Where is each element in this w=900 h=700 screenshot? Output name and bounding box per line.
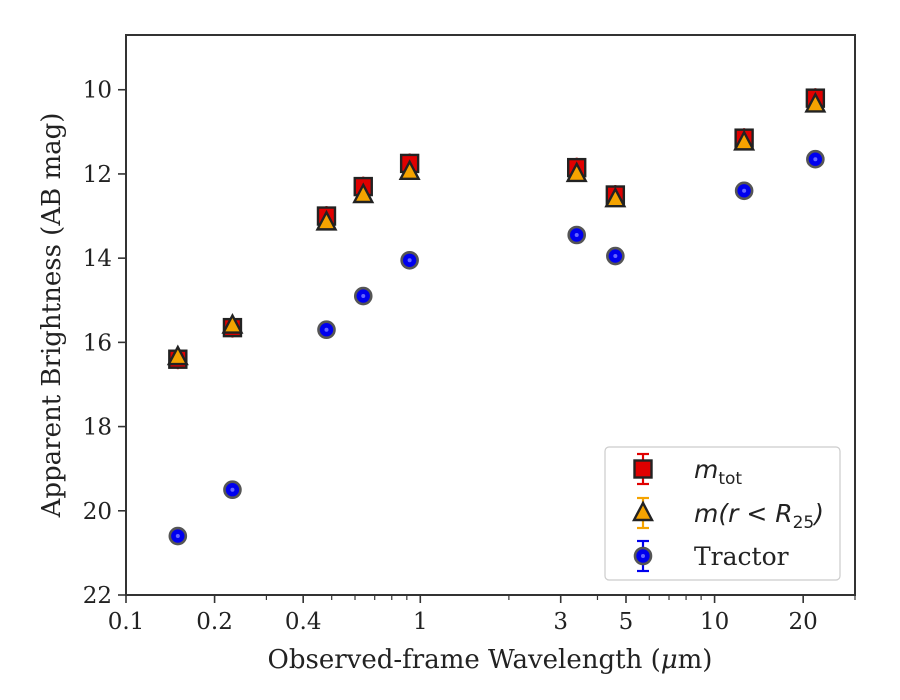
tractor-point (223, 480, 242, 500)
y-tick-label: 18 (83, 415, 112, 441)
m_r25-point (352, 182, 375, 204)
x-axis: 0.1 0.2 0.4 1 3 5 10 20 (108, 595, 856, 635)
y-axis-title: Apparent Brightness (AB mag) (37, 113, 67, 519)
tractor-point (353, 286, 373, 306)
m_r25-point (221, 312, 244, 334)
m_r25-point (398, 159, 421, 181)
x-axis-title: Observed-frame Wavelength (μm) (268, 645, 713, 675)
y-tick-label: 22 (83, 583, 112, 609)
m_r25-legend-marker (632, 500, 654, 522)
tractor-legend-marker (633, 546, 653, 566)
plot-frame (125, 34, 856, 596)
m_r25-point (166, 344, 189, 366)
x-axis-title-main: Observed-frame Wavelength ( (268, 645, 661, 675)
m_r25-point (565, 161, 588, 183)
y-tick-label: 10 (83, 78, 112, 104)
x-tick-label: 10 (700, 609, 729, 635)
y-tick-label: 16 (83, 330, 112, 356)
x-tick-label: 0.1 (108, 609, 145, 635)
tractor-point (606, 246, 625, 266)
y-axis: 10 12 14 16 18 20 22 (83, 78, 126, 609)
tractor-point (567, 225, 587, 245)
x-tick-label: 1 (413, 609, 428, 635)
legend-label: m(r < R25) (694, 499, 824, 533)
x-tick-label: 5 (619, 609, 634, 635)
tractor-point (806, 149, 825, 169)
legend-entry-tractor: Tractor (633, 539, 789, 573)
x-tick-label: 0.2 (196, 609, 233, 635)
legend-entry-m_r25: m(r < R25) (632, 496, 824, 533)
m_r25-point (604, 186, 627, 208)
x-tick-label: 0.4 (285, 609, 322, 635)
x-tick-label: 3 (553, 609, 568, 635)
legend-label: mtot (694, 455, 742, 489)
tractor-point (400, 250, 419, 270)
legend: mtot m(r < R25) Tractor (604, 446, 841, 581)
tractor-point (168, 526, 188, 546)
m_r25-point (733, 129, 756, 151)
x-axis-title-mu: μ (661, 645, 678, 675)
tractor-point (734, 181, 754, 201)
mtot-legend-marker (633, 459, 653, 479)
m_r25-point (315, 209, 338, 231)
legend-label: Tractor (694, 542, 789, 571)
data-points (166, 88, 827, 546)
x-axis-title-end: m) (678, 645, 713, 675)
y-tick-label: 12 (83, 162, 112, 188)
legend-entry-mtot: mtot (633, 452, 742, 489)
tractor-point (317, 320, 336, 340)
y-tick-label: 20 (83, 499, 112, 525)
x-tick-label: 20 (789, 609, 818, 635)
legend-box (604, 446, 841, 581)
y-tick-label: 14 (83, 246, 112, 272)
m_r25-point (804, 91, 827, 113)
